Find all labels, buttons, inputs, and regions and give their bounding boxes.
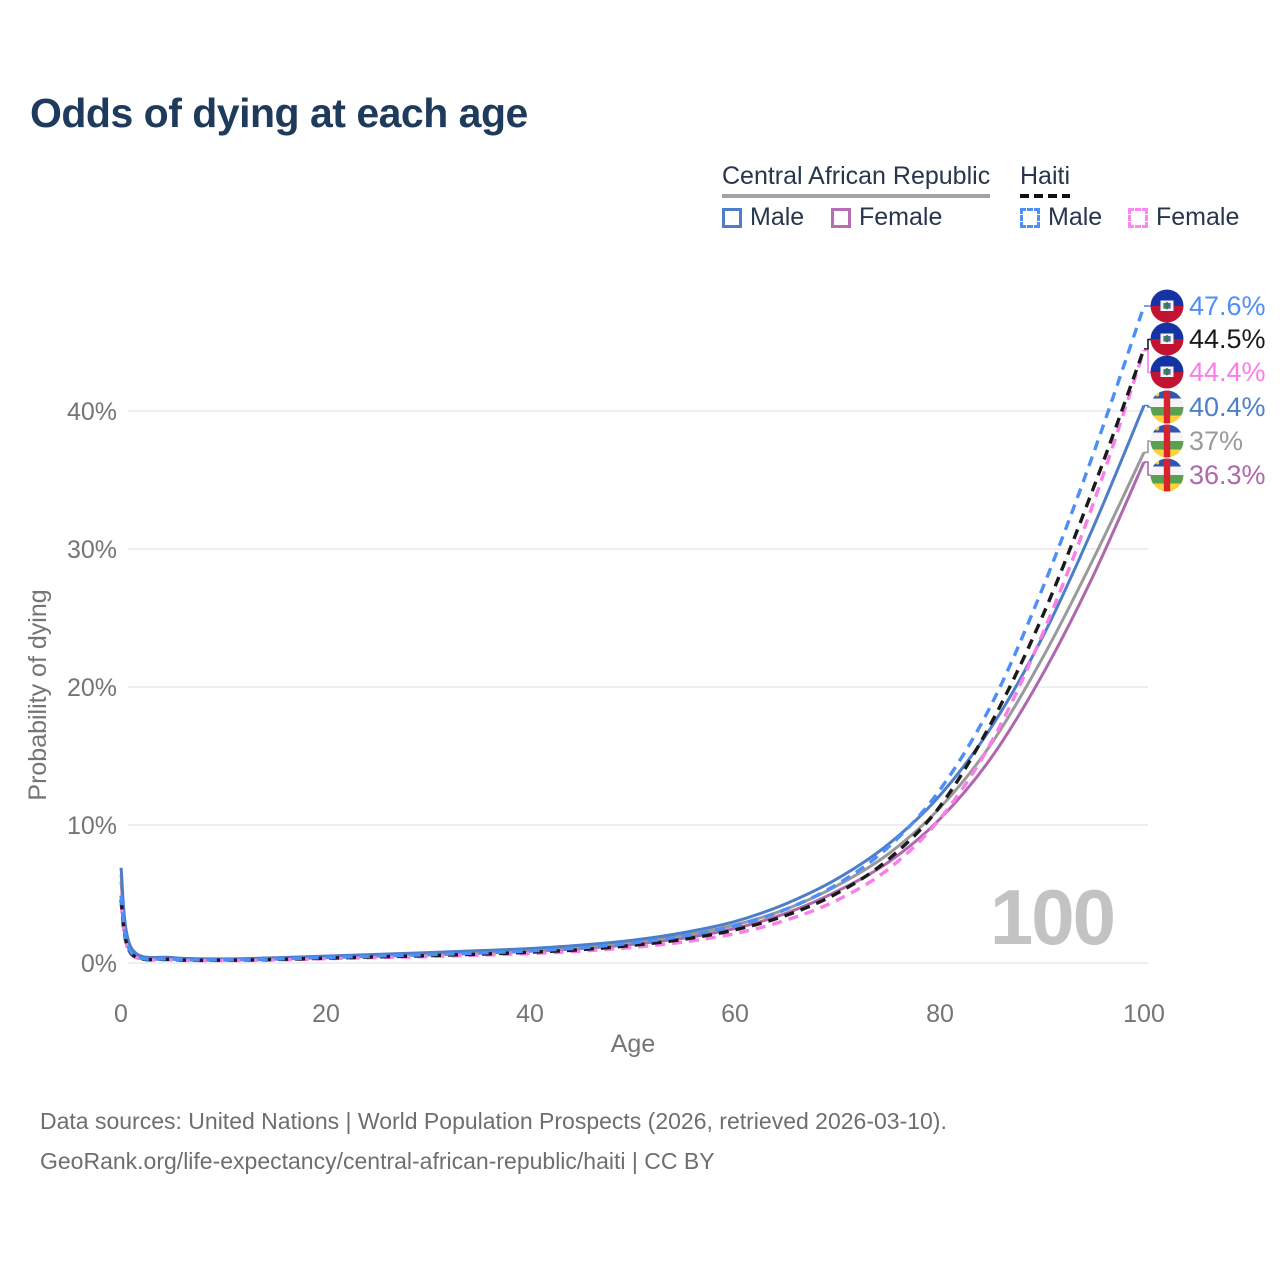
car-male-label: Male (750, 203, 805, 231)
central-african-republic-flag-icon (1150, 458, 1184, 492)
car-female-swatch-icon (831, 207, 851, 228)
connector-car-male (1144, 404, 1152, 408)
x-tick-0: 0 (114, 1000, 128, 1028)
y-tick-30: 30% (67, 536, 117, 564)
legend-group-haiti-label: Haiti (1020, 162, 1071, 190)
central-african-republic-flag-icon (1150, 390, 1184, 424)
data-sources-line: Data sources: United Nations | World Pop… (40, 1108, 947, 1134)
series-lines (119, 305, 1146, 963)
end-label-connectors (1144, 305, 1152, 476)
end-value-car-both: 37% (1189, 426, 1244, 456)
age-counter-watermark: 100 (990, 873, 1114, 961)
legend-item-car-male: Male (722, 203, 804, 232)
connector-car-female (1144, 461, 1152, 476)
y-tick-10: 10% (67, 812, 117, 840)
x-axis-ticks: 0 20 40 60 80 100 (114, 1000, 1165, 1028)
end-label-car-both: 37% (1150, 424, 1243, 458)
haiti-female-swatch-icon (1128, 207, 1148, 228)
y-axis-ticks: 0% 10% 20% 30% 40% (67, 398, 117, 978)
connector-haiti-female (1144, 349, 1152, 374)
y-tick-0: 0% (81, 950, 117, 978)
legend-item-haiti-male: Male (1020, 203, 1102, 232)
end-value-haiti-male: 47.6% (1189, 291, 1266, 321)
y-tick-20: 20% (67, 674, 117, 702)
legend-group-car: Central African Republic (722, 162, 991, 198)
legend-group-car-label: Central African Republic (722, 162, 991, 190)
haiti-flag-icon (1150, 355, 1184, 389)
connector-haiti-both (1144, 338, 1152, 350)
line-haiti-female (119, 349, 1146, 963)
end-label-haiti-both: 44.5% (1150, 322, 1266, 356)
connector-car-both (1144, 440, 1152, 454)
x-tick-60: 60 (721, 1000, 749, 1028)
end-value-haiti-female: 44.4% (1189, 357, 1266, 387)
haiti-flag-icon (1150, 322, 1184, 356)
x-tick-80: 80 (926, 1000, 954, 1028)
end-label-haiti-female: 44.4% (1150, 355, 1266, 389)
x-tick-20: 20 (312, 1000, 340, 1028)
car-male-swatch-icon (722, 207, 742, 228)
end-value-car-male: 40.4% (1189, 392, 1266, 422)
line-haiti-male (119, 305, 1146, 962)
line-haiti-both (119, 348, 1146, 962)
haiti-female-label: Female (1156, 203, 1240, 231)
car-solid-line-swatch (722, 194, 991, 198)
haiti-flag-icon (1150, 289, 1184, 323)
legend-item-car-female: Female (831, 203, 942, 232)
gridlines (128, 410, 1148, 964)
legend: Central African Republic Haiti Male Fema… (0, 0, 1280, 250)
x-tick-40: 40 (516, 1000, 544, 1028)
y-axis-title: Probability of dying (24, 589, 52, 800)
legend-item-haiti-female: Female (1128, 203, 1239, 232)
end-label-haiti-male: 47.6% (1150, 289, 1266, 323)
end-value-haiti-both: 44.5% (1189, 324, 1266, 354)
haiti-male-label: Male (1048, 203, 1103, 231)
attribution-line: GeoRank.org/life-expectancy/central-afri… (40, 1148, 715, 1174)
x-axis-title: Age (611, 1030, 655, 1058)
page-title: Odds of dying at each age (30, 90, 528, 136)
y-tick-40: 40% (67, 398, 117, 426)
car-female-label: Female (859, 203, 943, 231)
central-african-republic-flag-icon (1150, 424, 1184, 458)
haiti-dashed-line-swatch (1020, 194, 1071, 198)
legend-group-haiti: Haiti (1020, 162, 1071, 198)
haiti-male-swatch-icon (1020, 207, 1040, 228)
end-label-car-male: 40.4% (1150, 390, 1266, 424)
end-label-car-female: 36.3% (1150, 458, 1266, 492)
end-value-car-female: 36.3% (1189, 460, 1266, 490)
x-tick-100: 100 (1123, 1000, 1165, 1028)
